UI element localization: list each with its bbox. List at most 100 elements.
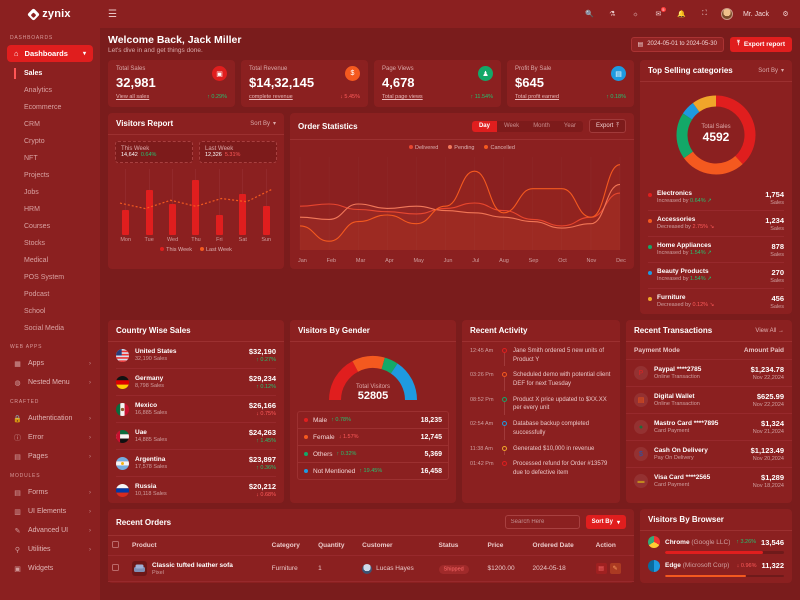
browser-header: Visitors By Browser [640, 509, 792, 530]
view-all-link[interactable]: View All → [755, 327, 784, 334]
sort-by-dropdown[interactable]: Sort By ▾ [250, 120, 276, 128]
category-trend: Decreased by [657, 223, 693, 230]
sidebar-item-utilities[interactable]: ⚲ Utilities › [0, 540, 100, 559]
sidebar-item-stocks[interactable]: Stocks [24, 240, 46, 247]
sidebar-item-medical[interactable]: Medical [24, 257, 49, 264]
sun-icon[interactable]: ☼ [632, 10, 639, 18]
mail-icon[interactable]: ✉ 5 [655, 6, 666, 18]
category-color-dot [648, 296, 652, 301]
sidebar-item-widgets[interactable]: ▣ Widgets [0, 559, 100, 578]
sidebar-item-authentication[interactable]: 🔒 Authentication › [0, 409, 100, 428]
order-statistics-chart [299, 157, 621, 250]
sort-by-dropdown[interactable]: Sort By ▾ [758, 67, 784, 75]
stat-card-total-revenue[interactable]: Total Revenue $14,32,145 complete revenu… [241, 60, 368, 107]
sidebar-item-advanced-ui[interactable]: ✎ Advanced UI › [0, 521, 100, 540]
stat-cards: Total Sales 32,981 View all sales ▣ ↑ 0.… [108, 60, 634, 107]
range-selector[interactable]: Day Week Month Year [471, 120, 583, 132]
sidebar-item-crm[interactable]: CRM [24, 121, 40, 128]
transaction-row[interactable]: ▬ Visa Card ****2565 Card Payment $1,289 Nov… [626, 468, 792, 494]
sidebar-item-school[interactable]: School [24, 308, 46, 315]
country-pct: ↓ 0.68% [256, 492, 276, 498]
hamburger-icon[interactable]: ☰ [108, 8, 117, 20]
sidebar-item-label: Error [28, 434, 44, 441]
sidebar-item-jobs[interactable]: Jobs [24, 189, 39, 196]
sidebar-item-podcast[interactable]: Podcast [24, 291, 50, 298]
transaction-row[interactable]: ▤ Digital Wallet Online Transaction $625.99… [626, 387, 792, 414]
export-report-button[interactable]: ⤒ Export report [729, 36, 792, 52]
gauge-label: Total Visitors [356, 384, 390, 390]
transaction-row[interactable]: $ Cash On Delivery Pay On Delivery $1,123.4… [626, 441, 792, 468]
sidebar-item-hrm[interactable]: HRM [24, 206, 40, 213]
sidebar-item-dashboards[interactable]: ⌂ Dashboards ▾ [7, 45, 93, 62]
sort-by-button[interactable]: Sort By ▾ [585, 515, 626, 529]
export-button[interactable]: Export ⤒ [589, 119, 626, 133]
stat-card-page-views[interactable]: Page Views 4,678 Total page views ♟ ↑ 11… [374, 60, 501, 107]
pages-icon: ▤ [14, 453, 21, 461]
col-select[interactable] [108, 536, 128, 556]
flag-icon [116, 483, 129, 497]
payment-name: Visa Card ****2565 [654, 474, 711, 481]
category-pct: 1.54% ↗ [690, 275, 712, 282]
transaction-row[interactable]: P Paypal ****2785 Online Transaction $1,234… [626, 360, 792, 387]
sidebar-item-pos-system[interactable]: POS System [24, 274, 65, 281]
edit-icon[interactable]: ✎ [609, 563, 621, 574]
last-week-box: Last Week 12,326 5.31% [199, 141, 277, 163]
select-all-checkbox[interactable] [112, 541, 119, 548]
sidebar-item-crypto[interactable]: Crypto [24, 138, 45, 145]
sidebar-item-social-media[interactable]: Social Media [24, 325, 65, 332]
mail-badge: 5 [660, 6, 666, 12]
info-icon: ⓘ [14, 434, 21, 442]
sidebar-item-ecommerce[interactable]: Ecommerce [24, 104, 62, 111]
row-select[interactable] [108, 555, 128, 582]
donut-center: Total Sales 4592 [701, 124, 730, 144]
stat-card-profit-by-sale[interactable]: Profit By Sale $645 Total profit earned … [507, 60, 634, 107]
browser-item: Chrome (Google LLC) ↑ 3.26% 13,546 [648, 536, 784, 554]
sidebar-item-pages[interactable]: ▤ Pages › [0, 447, 100, 466]
range-month[interactable]: Month [533, 123, 550, 129]
activity-row: 02:54 Am Database backup completed succes… [470, 420, 612, 444]
calendar-icon: ▤ [637, 41, 644, 48]
bell-icon[interactable]: 🔔 [677, 11, 686, 18]
gear-icon[interactable]: ⚙ [782, 11, 789, 18]
date-range-picker[interactable]: ▤ 2024-05-01 to 2024-05-30 [630, 36, 724, 52]
search-input[interactable] [504, 515, 580, 529]
translate-icon[interactable]: ⚗ [609, 11, 616, 18]
fullscreen-icon[interactable]: ⛶ [701, 10, 707, 17]
chevron-down-icon: ▾ [616, 519, 620, 526]
transactions-card: Recent Transactions View All → Payment M… [626, 320, 792, 503]
sidebar-item-ui-elements[interactable]: ▥ UI Elements › [0, 502, 100, 521]
sidebar-item-forms[interactable]: ▤ Forms › [0, 483, 100, 502]
sidebar-item-error[interactable]: ⓘ Error › [0, 428, 100, 447]
page-title: Welcome Back, Jack Miller [108, 34, 242, 46]
stat-link[interactable]: complete revenue [249, 94, 293, 100]
brand-logo[interactable]: zynix [0, 0, 100, 28]
stat-card-total-sales[interactable]: Total Sales 32,981 View all sales ▣ ↑ 0.… [108, 60, 235, 107]
stat-link[interactable]: View all sales [116, 94, 150, 100]
sidebar-item-analytics[interactable]: Analytics [24, 87, 53, 94]
sidebar-item-projects[interactable]: Projects [24, 172, 50, 179]
stat-link[interactable]: Total page views [382, 94, 423, 100]
activity-text: Product X price updated to $XX.XX per ev… [513, 396, 607, 412]
col-product: Product [128, 536, 268, 556]
this-week-change: 0.64% [140, 152, 157, 158]
row-checkbox[interactable] [112, 564, 119, 571]
sidebar-item-nft[interactable]: NFT [24, 155, 38, 162]
sidebar-item-courses[interactable]: Courses [24, 223, 51, 230]
stats-and-top-selling: Total Sales 32,981 View all sales ▣ ↑ 0.… [108, 60, 792, 314]
range-year[interactable]: Year [563, 123, 576, 129]
table-row[interactable]: Classic tufted leather sofa Pixel Furnit… [108, 555, 634, 582]
search-icon[interactable]: 🔍 [585, 11, 594, 18]
stat-link[interactable]: Total profit earned [515, 94, 560, 100]
delete-icon[interactable]: ▤ [595, 563, 607, 574]
range-day[interactable]: Day [471, 120, 497, 132]
stat-label: Total Sales [116, 66, 146, 72]
avatar[interactable] [720, 8, 733, 20]
range-week[interactable]: Week [503, 123, 520, 129]
category-name: Furniture [657, 293, 686, 301]
status-badge: Shipped [438, 564, 469, 574]
country-pct: ↑ 1.45% [256, 438, 276, 444]
sidebar-item-sales[interactable]: Sales [14, 65, 100, 82]
sidebar-item-nested-menu[interactable]: ◍ Nested Menu › [0, 373, 100, 392]
transaction-row[interactable]: ● Mastro Card ****7895 Card Payment $1,324 N… [626, 414, 792, 441]
sidebar-item-apps[interactable]: ▦ Apps › [0, 354, 100, 373]
